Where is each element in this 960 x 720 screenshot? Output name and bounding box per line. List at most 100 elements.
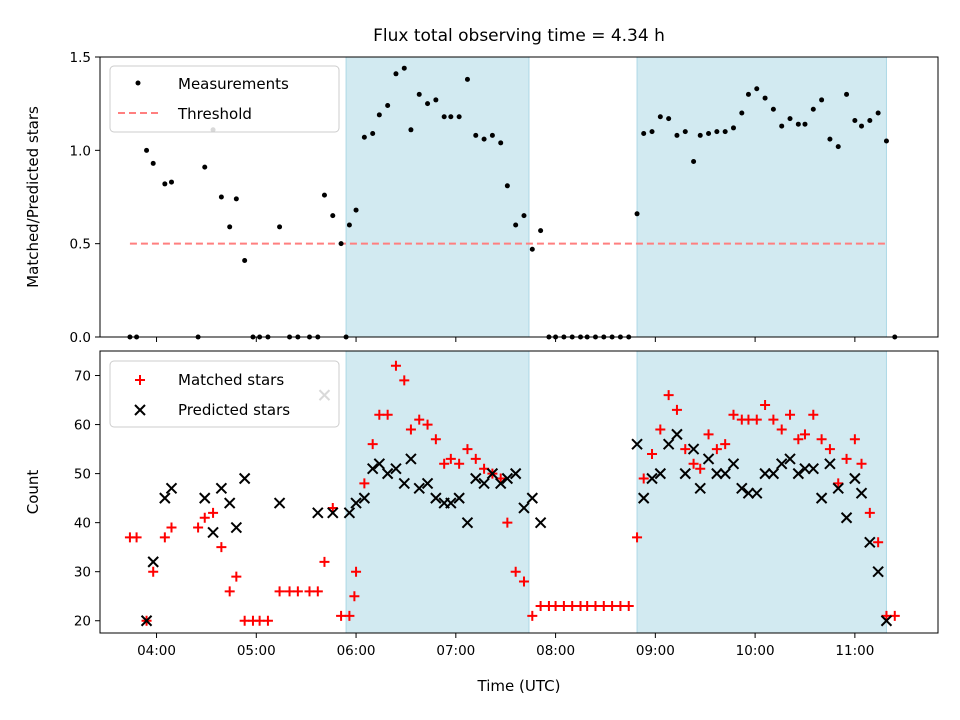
observing-interval-2 — [636, 350, 887, 634]
matched-star-point — [166, 522, 177, 533]
matched-star-point — [216, 542, 227, 553]
predicted-star-point — [671, 428, 683, 441]
matched-star-point — [768, 414, 779, 425]
measurement-point — [521, 213, 527, 219]
legend-predicted-marker — [134, 404, 146, 416]
count-plot-area — [124, 360, 900, 627]
predicted-star-point — [759, 467, 771, 480]
measurement-point — [787, 116, 793, 122]
measurement-point — [649, 129, 655, 135]
matched-star-point — [680, 444, 691, 455]
x-tick-label: 05:00 — [237, 643, 276, 659]
matched-star-point — [382, 409, 393, 420]
measurement-point — [827, 136, 833, 142]
measurement-point — [456, 114, 462, 120]
x-tick-label: 06:00 — [337, 643, 376, 659]
matched-star-point — [824, 444, 835, 455]
measurement-point — [464, 76, 470, 82]
x-tick-label: 08:00 — [536, 643, 575, 659]
measurement-point — [819, 97, 825, 103]
measurement-point — [538, 228, 544, 234]
predicted-star-point — [727, 458, 740, 470]
predicted-star-point — [509, 467, 522, 480]
predicted-star-point — [453, 492, 465, 504]
observing-intervals — [345, 56, 887, 338]
observing-interval-1 — [345, 56, 530, 338]
count-panel: 20 30 40 50 60 70 04:00 05:00 06:00 07:00 08:00 09… — [24, 350, 939, 659]
matched-star-point — [445, 453, 456, 464]
measurement-point — [762, 95, 768, 101]
y-tick-label: 50 — [74, 467, 91, 483]
y-tick-label: 70 — [74, 369, 91, 385]
measurement-point — [745, 91, 751, 97]
measurement-point — [770, 106, 776, 112]
legend-box — [109, 65, 340, 133]
predicted-star-point — [207, 526, 219, 539]
measurement-point — [393, 71, 399, 77]
measurement-point — [489, 132, 495, 138]
measurement-point — [852, 117, 858, 123]
matched-star-point — [663, 390, 674, 401]
ratio-y-ticks: 0.0 0.5 1.0 1.5 — [70, 50, 100, 346]
predicted-star-point — [840, 512, 853, 524]
predicted-star-point — [631, 438, 643, 450]
matched-star-point — [430, 434, 441, 445]
count-axes-frame — [99, 350, 939, 634]
matched-star-point — [292, 586, 303, 597]
matched-star-point — [841, 453, 852, 464]
predicted-star-point — [880, 615, 893, 627]
observing-interval-2 — [636, 56, 887, 338]
matched-star-point — [527, 610, 538, 621]
matched-star-point — [131, 532, 142, 543]
predicted-star-point — [501, 472, 514, 485]
count-x-ticks: 04:00 05:00 06:00 07:00 08:00 09:00 10:00 11:00 — [137, 633, 874, 659]
matched-star-point — [751, 414, 762, 425]
measurement-point — [674, 132, 680, 138]
measurement-point — [739, 110, 745, 116]
measurement-point — [634, 211, 640, 217]
measurement-point — [361, 134, 367, 140]
measurement-point — [504, 183, 510, 189]
measurement-point — [376, 112, 382, 118]
measurement-point — [875, 110, 881, 116]
x-tick-label: 10:00 — [736, 643, 775, 659]
predicted-star-point — [719, 467, 731, 480]
measurement-point — [242, 257, 248, 263]
matched-star-point — [405, 424, 416, 435]
matched-star-point — [655, 424, 666, 435]
measurement-point — [233, 196, 239, 202]
measurement-point — [202, 164, 208, 170]
matched-star-point — [695, 463, 706, 474]
predicted-star-point — [405, 453, 417, 465]
matched-star-point — [671, 404, 682, 415]
matched-star-point — [208, 507, 219, 518]
predicted-star-point — [807, 462, 820, 475]
matched-star-point — [399, 375, 410, 386]
measurement-point — [425, 101, 431, 107]
matched-star-point — [390, 360, 401, 371]
predicted-star-point — [343, 507, 356, 519]
matched-star-point — [793, 434, 804, 445]
matched-star-point — [454, 458, 465, 469]
measurement-point — [513, 222, 519, 228]
matched-star-point — [720, 439, 731, 450]
measurement-point — [844, 91, 850, 97]
matched-star-point — [159, 532, 170, 543]
predicted-star-point — [486, 467, 499, 480]
predicted-star-point — [872, 565, 884, 578]
matched-star-point — [808, 409, 819, 420]
measurement-point — [722, 129, 728, 135]
predicted-star-point — [140, 615, 153, 627]
matched-star-point — [344, 610, 355, 621]
predicted-star-point — [711, 467, 723, 480]
matched-star-point — [274, 586, 285, 597]
x-tick-label: 04:00 — [137, 643, 176, 659]
legend-measurements-label: Measurements — [178, 75, 289, 93]
matched-star-point — [833, 478, 844, 489]
predicted-star-point — [679, 467, 691, 480]
measurement-point — [408, 127, 414, 133]
predicted-star-point — [736, 482, 748, 495]
chart-title: Flux total observing time = 4.34 h — [373, 26, 665, 46]
measurement-point — [227, 224, 233, 230]
